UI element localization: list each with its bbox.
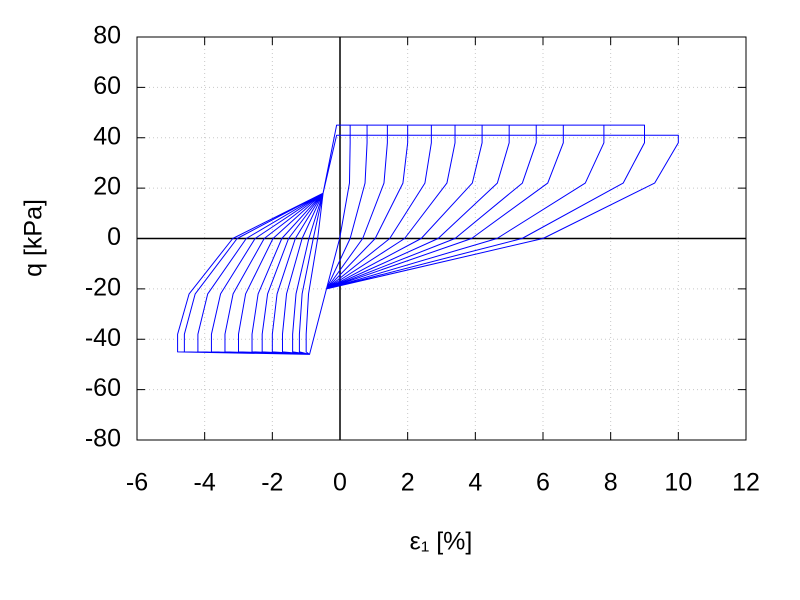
x-tick-label: -4 <box>194 469 216 497</box>
x-tick-label: 2 <box>401 469 415 497</box>
x-axis-label: ε₁ [%] <box>410 528 473 556</box>
y-tick-label: 20 <box>93 173 121 201</box>
y-tick-label: -40 <box>85 324 121 352</box>
y-tick-label: -20 <box>85 273 121 301</box>
y-axis-label: q [kPa] <box>20 199 48 277</box>
y-tick-label: 60 <box>93 72 121 100</box>
x-tick-label: 0 <box>333 469 347 497</box>
y-tick-label: -80 <box>85 425 121 453</box>
y-tick-label: 80 <box>93 22 121 50</box>
x-tick-label: 6 <box>536 469 550 497</box>
plot-frame <box>136 36 747 441</box>
x-tick-label: -6 <box>126 469 148 497</box>
y-tick-label: 0 <box>107 223 121 251</box>
data-line <box>177 124 679 355</box>
x-tick-label: 10 <box>664 469 692 497</box>
x-tick-label: -2 <box>261 469 283 497</box>
x-tick-label: 4 <box>468 469 482 497</box>
y-tick-label: -60 <box>85 374 121 402</box>
x-tick-label: 8 <box>604 469 618 497</box>
x-tick-label: 12 <box>732 469 760 497</box>
y-tick-label: 40 <box>93 122 121 150</box>
